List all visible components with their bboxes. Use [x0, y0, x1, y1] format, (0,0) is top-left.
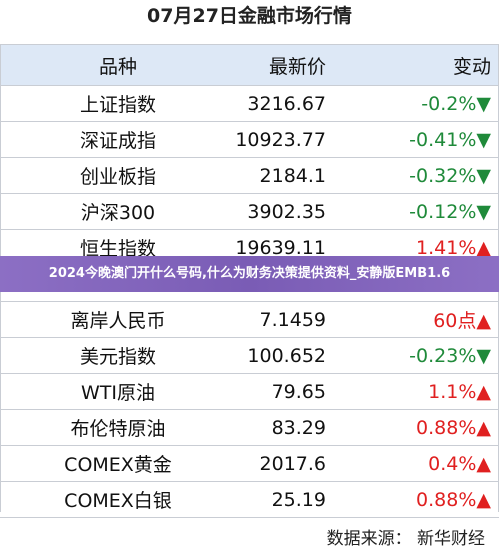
change-cell: 0.88%▲: [416, 488, 491, 511]
table-row: 美元指数 100.652 -0.23%▼: [0, 338, 499, 374]
header-cell: 最新价: [268, 55, 326, 78]
name-cell: 深证成指: [79, 130, 156, 152]
name-cell: 美元指数: [79, 346, 156, 368]
table-row: 上证指数 3216.67 -0.2%▼: [0, 86, 499, 122]
change-cell: -0.2%▼: [421, 92, 491, 115]
price-cell: 79.65: [271, 380, 326, 403]
table: 品种 最新价 变动上证指数 3216.67 -0.2%▼ 深证成指 10923.77 -0.4…: [0, 44, 499, 518]
banner: 2024今晚澳门开什么号码,什么为财务决策提供资料_安静版EMB1.6: [0, 256, 499, 292]
change-cell: -0.23%▼: [409, 344, 491, 367]
table-row: 创业板指 2184.1 -0.32%▼: [0, 158, 499, 194]
table-row: 沪深300 3902.35 -0.12%▼: [0, 194, 499, 230]
change-cell: -0.32%▼: [409, 164, 491, 187]
name-cell: WTI原油: [81, 382, 155, 404]
header-row: 品种 最新价 变动: [0, 45, 499, 86]
price-cell: 7.1459: [259, 308, 326, 331]
name-cell: 离岸人民币: [70, 310, 166, 332]
name-cell: 创业板指: [79, 166, 156, 188]
title: 07月27日金融市场行情: [147, 5, 352, 27]
table-row: 深证成指 10923.77 -0.41%▼: [0, 122, 499, 158]
price-cell: 3216.67: [247, 92, 326, 115]
name-cell: COMEX白银: [64, 490, 172, 512]
footer: 数据来源： 新华财经: [326, 529, 485, 549]
table-row: 离岸人民币 7.1459 60点▲: [0, 302, 499, 338]
price-cell: 2184.1: [259, 164, 326, 187]
header-cell: 变动: [452, 55, 491, 78]
change-cell: -0.12%▼: [409, 200, 491, 223]
price-cell: 100.652: [247, 344, 326, 367]
name-cell: 恒生指数: [79, 238, 156, 260]
table-row: COMEX白银 25.19 0.88%▲: [0, 482, 499, 518]
price-cell: 10923.77: [235, 128, 326, 151]
table-row: WTI原油 79.65 1.1%▲: [0, 374, 499, 410]
price-cell: 19639.11: [235, 236, 326, 259]
price-cell: 25.19: [271, 488, 326, 511]
price-cell: 2017.6: [259, 452, 326, 475]
change-cell: 0.4%▲: [428, 452, 491, 475]
table-row: 布伦特原油 83.29 0.88%▲: [0, 410, 499, 446]
change-cell: 60点▲: [433, 310, 491, 332]
change-cell: 0.88%▲: [416, 416, 491, 439]
change-cell: 1.1%▲: [428, 380, 491, 403]
name-cell: 上证指数: [79, 94, 156, 116]
header-cell: 品种: [98, 55, 137, 78]
price-cell: 83.29: [271, 416, 326, 439]
change-cell: 1.41%▲: [416, 236, 491, 259]
name-cell: 沪深300: [80, 202, 156, 224]
table-row: COMEX黄金 2017.6 0.4%▲: [0, 446, 499, 482]
name-cell: COMEX黄金: [64, 454, 172, 476]
name-cell: 布伦特原油: [70, 418, 166, 440]
table-row: [0, 266, 499, 302]
price-cell: 3902.35: [247, 200, 326, 223]
change-cell: -0.41%▼: [409, 128, 491, 151]
